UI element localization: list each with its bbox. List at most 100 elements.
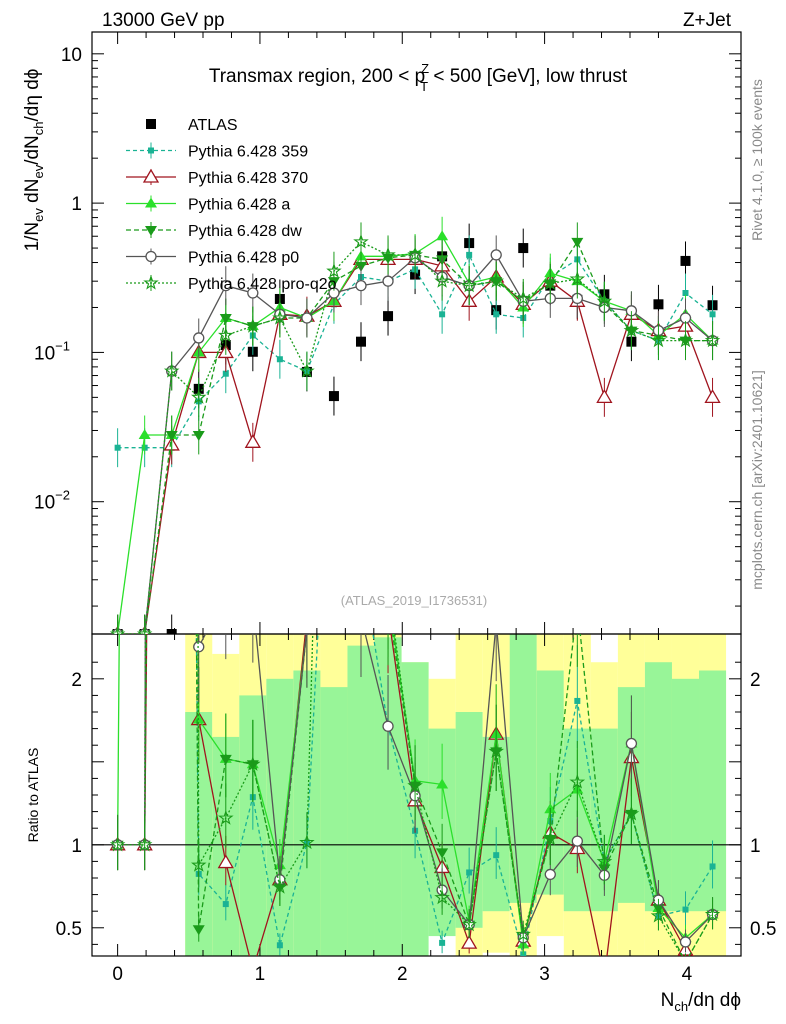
ratio-point (434, 889, 450, 905)
data-point (623, 322, 640, 338)
ratio-point (109, 836, 126, 852)
data-point (222, 370, 229, 377)
ratio-point (356, 612, 366, 622)
ratio-y-axis-label: Ratio to ATLAS (25, 748, 41, 843)
series-line (116, 235, 713, 634)
legend: ATLAS Pythia 6.428 359 Pythia 6.428 370 Pyt… (126, 117, 337, 293)
data-point (276, 356, 283, 363)
legend-label: Pythia 6.428 pro-q2o (188, 276, 337, 293)
title-text: Transmax region, 200 < p (209, 66, 425, 87)
legend-label: Pythia 6.428 dw (188, 223, 302, 240)
ratio-line (195, 634, 714, 955)
data-point (490, 249, 502, 261)
svg-text:1/Nev dNev/dNch/dη dϕ: 1/Nev dNev/dNch/dη dϕ (22, 69, 46, 252)
ratio-uncertainty-bands (92, 634, 741, 956)
data-point (136, 625, 153, 634)
ratio-point (571, 601, 583, 611)
ratio-point (436, 848, 449, 859)
data-point (355, 336, 366, 347)
data-point (680, 255, 691, 266)
ratio-tick-label: 2 (71, 670, 82, 691)
ratio-tick-label: 0.5 (56, 919, 82, 940)
ratio-point (355, 386, 367, 396)
ratio-point (515, 926, 531, 942)
header-energy-label: 13000 GeV pp (102, 10, 225, 31)
ratio-point (571, 835, 583, 847)
ratio-point (221, 591, 231, 601)
legend-label: Pythia 6.428 p0 (188, 250, 299, 267)
x-tick-label: 2 (397, 964, 408, 985)
series-line (117, 241, 713, 634)
data-point (436, 230, 449, 241)
ratio-point (461, 916, 477, 932)
data-point (191, 389, 207, 404)
legend-entry-pythia-6-428-359: Pythia 6.428 359 (126, 142, 308, 161)
legend-marker (146, 119, 156, 129)
data-point (596, 389, 613, 404)
ratio-point (191, 857, 207, 872)
ratio-point (704, 906, 721, 922)
legend-marker (142, 168, 160, 183)
x-tick-label: 3 (539, 964, 550, 985)
legend-marker (145, 226, 157, 236)
data-point (163, 362, 180, 378)
title-text-end: < 500 [GeV], low thrust (428, 66, 628, 87)
data-point (407, 246, 423, 262)
data-point (166, 629, 177, 634)
y-tick-label: 10 (61, 45, 82, 66)
ratio-point (136, 836, 153, 852)
data-point (488, 272, 504, 288)
ratio-point (436, 778, 449, 789)
ratio-point (569, 773, 586, 789)
legend-label: Pythia 6.428 359 (188, 144, 308, 161)
ratio-point (244, 756, 261, 771)
ratio-point (709, 863, 716, 870)
x-axis-label: Nch/dη dϕ (661, 990, 741, 1014)
data-point (138, 428, 151, 439)
ratio-point (407, 777, 423, 793)
data-point (355, 280, 367, 292)
data-point (682, 290, 689, 297)
legend-entry-atlas: ATLAS (146, 117, 238, 134)
ratio-point (218, 809, 234, 825)
ratio-point (706, 964, 720, 976)
data-point (193, 332, 205, 344)
data-point (704, 389, 721, 404)
legend-entry-pythia-6-428-a: Pythia 6.428 a (126, 195, 290, 214)
data-point (165, 430, 178, 441)
legend-label: ATLAS (188, 117, 238, 134)
data-point (244, 317, 261, 333)
stat-band-bin (509, 634, 537, 903)
ratio-point (248, 595, 258, 605)
ratio-point (219, 754, 232, 765)
ratio-series-group (109, 386, 721, 976)
ratio-series-pythia-6-428-pro-q2o (109, 634, 721, 956)
ratio-point (299, 834, 315, 850)
analysis-id-label: (ATLAS_2019_I1736531) (341, 593, 487, 608)
ratio-point (623, 805, 640, 821)
data-point (301, 312, 313, 324)
ratio-point (493, 852, 500, 859)
data-point (382, 275, 394, 287)
series-pythia-6-428-p0 (111, 235, 719, 634)
ratio-tick-label-right: 2 (750, 670, 761, 691)
legend-entry-pythia-6-428-p0: Pythia 6.428 p0 (126, 248, 299, 267)
data-point (518, 243, 529, 254)
data-point (650, 332, 667, 348)
x-tick-label: 0 (112, 964, 123, 985)
series-pythia-6-428-pro-q2o (109, 222, 721, 634)
stat-band-bin (671, 678, 700, 912)
legend-entry-pythia-6-428-370: Pythia 6.428 370 (126, 168, 308, 187)
stat-band-bin (347, 645, 375, 956)
main-series-group (109, 216, 721, 634)
ratio-point (222, 901, 229, 908)
legend-marker (143, 274, 159, 290)
ratio-tick-label-right: 1 (750, 836, 761, 857)
ratio-point (382, 720, 394, 732)
data-point (569, 270, 586, 286)
data-point (218, 327, 234, 343)
legend-label: Pythia 6.428 370 (188, 170, 308, 187)
x-tick-label: 1 (255, 964, 266, 985)
ratio-point (301, 623, 313, 633)
data-point (596, 293, 613, 308)
